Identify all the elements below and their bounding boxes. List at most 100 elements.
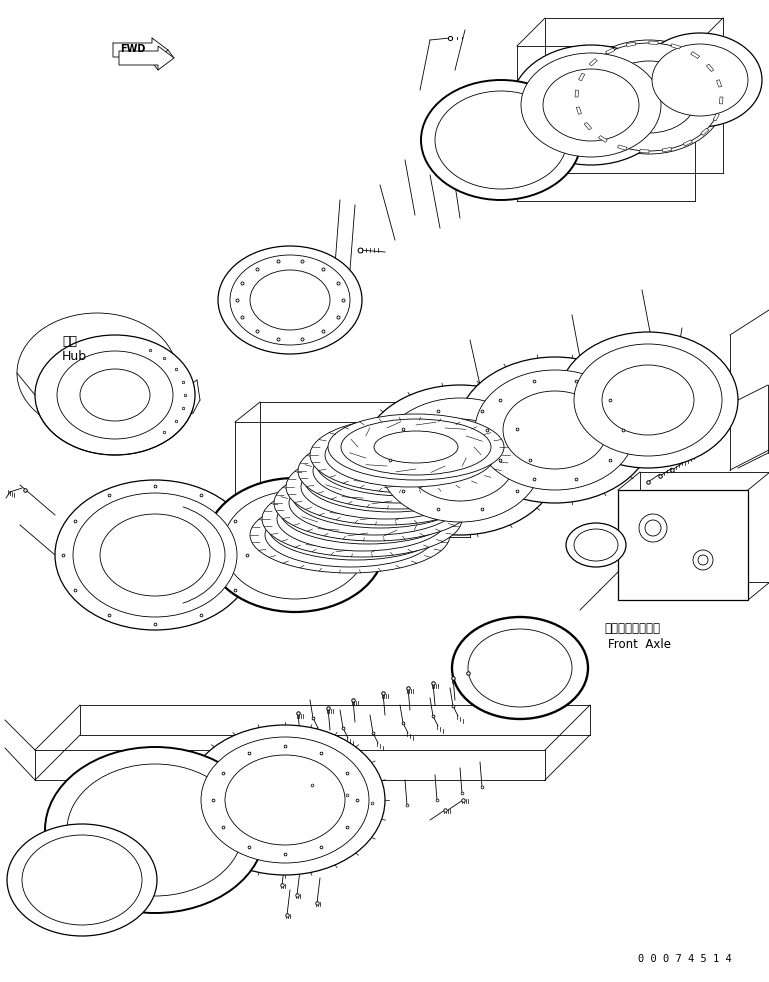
Polygon shape	[683, 139, 693, 146]
Ellipse shape	[274, 465, 474, 541]
Ellipse shape	[573, 40, 725, 154]
Ellipse shape	[250, 270, 330, 330]
Ellipse shape	[304, 446, 480, 512]
Ellipse shape	[292, 462, 468, 528]
Ellipse shape	[80, 369, 150, 421]
Ellipse shape	[313, 439, 483, 503]
Text: Front  Axle: Front Axle	[608, 638, 671, 651]
Ellipse shape	[298, 433, 498, 509]
Ellipse shape	[325, 423, 495, 487]
Ellipse shape	[652, 44, 748, 116]
Ellipse shape	[362, 447, 446, 479]
Ellipse shape	[100, 514, 210, 596]
Circle shape	[645, 520, 661, 536]
Ellipse shape	[286, 449, 486, 525]
Ellipse shape	[201, 737, 369, 863]
Ellipse shape	[511, 45, 671, 165]
Ellipse shape	[314, 511, 398, 543]
Ellipse shape	[225, 755, 345, 845]
Ellipse shape	[35, 335, 195, 455]
Polygon shape	[626, 42, 636, 46]
Text: FWD: FWD	[120, 44, 145, 54]
Ellipse shape	[310, 417, 510, 493]
Ellipse shape	[601, 61, 697, 133]
Ellipse shape	[558, 332, 738, 468]
Ellipse shape	[468, 629, 572, 707]
Circle shape	[693, 550, 713, 570]
Polygon shape	[119, 46, 174, 70]
Circle shape	[639, 514, 667, 542]
Ellipse shape	[301, 455, 471, 519]
Bar	[618, 490, 748, 600]
Ellipse shape	[277, 487, 447, 551]
Polygon shape	[575, 90, 578, 97]
Polygon shape	[713, 113, 719, 121]
Ellipse shape	[17, 313, 177, 433]
Polygon shape	[640, 149, 649, 153]
Ellipse shape	[329, 435, 479, 491]
Ellipse shape	[55, 480, 255, 630]
Polygon shape	[649, 41, 658, 44]
Ellipse shape	[577, 43, 721, 151]
Polygon shape	[605, 48, 614, 54]
Polygon shape	[578, 73, 584, 81]
Polygon shape	[662, 147, 672, 152]
Ellipse shape	[574, 344, 722, 456]
Ellipse shape	[341, 419, 491, 475]
Ellipse shape	[574, 529, 618, 561]
Ellipse shape	[280, 478, 456, 544]
Ellipse shape	[67, 764, 243, 896]
Ellipse shape	[316, 430, 492, 496]
Ellipse shape	[521, 53, 661, 157]
Polygon shape	[113, 38, 168, 62]
Polygon shape	[671, 44, 681, 49]
Circle shape	[698, 555, 708, 565]
Ellipse shape	[307, 498, 417, 540]
Polygon shape	[707, 64, 714, 72]
Ellipse shape	[289, 471, 459, 535]
Text: Hub: Hub	[62, 350, 87, 363]
Ellipse shape	[638, 33, 762, 127]
Ellipse shape	[374, 431, 458, 463]
Polygon shape	[576, 107, 581, 114]
Ellipse shape	[7, 824, 157, 936]
Ellipse shape	[223, 491, 367, 599]
Polygon shape	[584, 123, 591, 130]
Ellipse shape	[343, 450, 453, 492]
Ellipse shape	[566, 523, 626, 567]
Ellipse shape	[452, 617, 588, 719]
Ellipse shape	[457, 357, 653, 503]
Ellipse shape	[360, 385, 560, 535]
Ellipse shape	[475, 370, 635, 490]
Ellipse shape	[250, 497, 450, 573]
Ellipse shape	[218, 246, 362, 354]
Ellipse shape	[378, 398, 542, 522]
Ellipse shape	[205, 478, 385, 612]
Polygon shape	[717, 80, 721, 87]
Ellipse shape	[317, 451, 467, 507]
Ellipse shape	[230, 255, 350, 345]
Ellipse shape	[281, 499, 431, 555]
Polygon shape	[589, 59, 598, 66]
Ellipse shape	[262, 481, 462, 557]
Ellipse shape	[543, 69, 639, 141]
Text: ハブ: ハブ	[62, 335, 77, 348]
Ellipse shape	[326, 495, 410, 527]
Ellipse shape	[73, 493, 237, 617]
Ellipse shape	[350, 463, 434, 495]
Ellipse shape	[305, 467, 455, 523]
Ellipse shape	[45, 747, 265, 913]
Ellipse shape	[355, 434, 465, 476]
Ellipse shape	[22, 835, 142, 925]
Ellipse shape	[57, 351, 173, 439]
Ellipse shape	[602, 365, 694, 435]
Ellipse shape	[435, 91, 567, 189]
Ellipse shape	[295, 514, 405, 556]
Ellipse shape	[265, 503, 435, 567]
Ellipse shape	[185, 725, 385, 875]
Ellipse shape	[405, 419, 515, 501]
Polygon shape	[720, 97, 723, 104]
Text: 0 0 0 7 4 5 1 4: 0 0 0 7 4 5 1 4	[638, 954, 732, 964]
Ellipse shape	[331, 466, 441, 508]
Ellipse shape	[503, 391, 607, 469]
